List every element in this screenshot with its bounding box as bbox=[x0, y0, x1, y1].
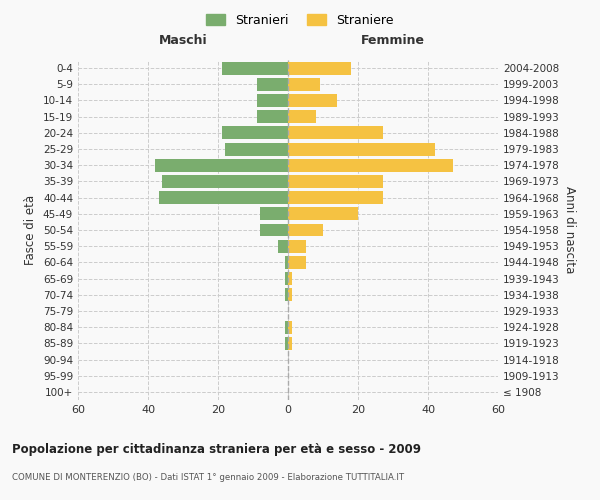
Bar bbox=[221, 62, 288, 74]
Text: Maschi: Maschi bbox=[158, 34, 208, 47]
Bar bbox=[221, 126, 288, 140]
Y-axis label: Fasce di età: Fasce di età bbox=[25, 195, 37, 265]
Bar bbox=[288, 224, 323, 236]
Bar bbox=[257, 94, 288, 107]
Bar bbox=[284, 256, 288, 269]
Bar bbox=[158, 191, 288, 204]
Bar bbox=[162, 175, 288, 188]
Bar bbox=[288, 159, 452, 172]
Bar bbox=[288, 94, 337, 107]
Text: Femmine: Femmine bbox=[361, 34, 425, 47]
Bar bbox=[288, 337, 292, 350]
Y-axis label: Anni di nascita: Anni di nascita bbox=[563, 186, 576, 274]
Text: Popolazione per cittadinanza straniera per età e sesso - 2009: Popolazione per cittadinanza straniera p… bbox=[12, 442, 421, 456]
Bar bbox=[155, 159, 288, 172]
Bar bbox=[260, 208, 288, 220]
Bar bbox=[284, 288, 288, 301]
Bar bbox=[288, 110, 316, 123]
Bar bbox=[277, 240, 288, 252]
Bar bbox=[284, 337, 288, 350]
Bar bbox=[288, 256, 305, 269]
Bar bbox=[225, 142, 288, 156]
Text: COMUNE DI MONTERENZIO (BO) - Dati ISTAT 1° gennaio 2009 - Elaborazione TUTTITALI: COMUNE DI MONTERENZIO (BO) - Dati ISTAT … bbox=[12, 472, 404, 482]
Bar bbox=[288, 240, 305, 252]
Bar bbox=[288, 175, 383, 188]
Bar bbox=[288, 126, 383, 140]
Legend: Stranieri, Straniere: Stranieri, Straniere bbox=[202, 8, 398, 32]
Bar bbox=[288, 208, 358, 220]
Bar bbox=[288, 272, 292, 285]
Bar bbox=[288, 320, 292, 334]
Bar bbox=[284, 272, 288, 285]
Bar bbox=[257, 110, 288, 123]
Bar bbox=[288, 288, 292, 301]
Bar bbox=[257, 78, 288, 91]
Bar bbox=[288, 142, 435, 156]
Bar bbox=[288, 191, 383, 204]
Bar bbox=[288, 78, 320, 91]
Bar bbox=[288, 62, 351, 74]
Bar bbox=[284, 320, 288, 334]
Bar bbox=[260, 224, 288, 236]
